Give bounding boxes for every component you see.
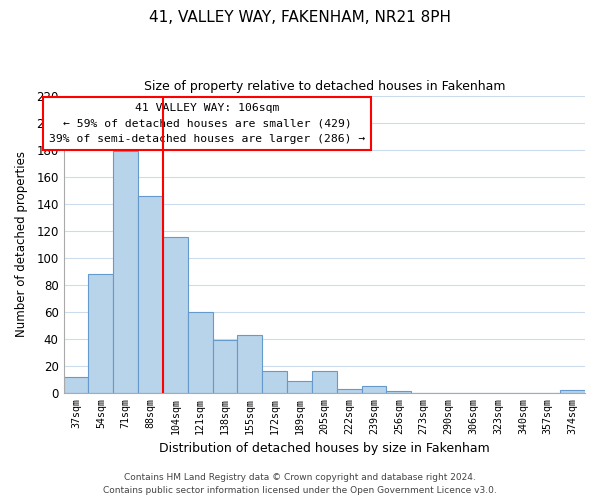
Bar <box>386 392 411 393</box>
Y-axis label: Number of detached properties: Number of detached properties <box>15 151 28 337</box>
Bar <box>362 386 386 393</box>
Bar <box>312 371 337 393</box>
Bar <box>188 312 212 393</box>
Bar <box>337 389 362 393</box>
Bar <box>560 390 585 393</box>
Bar <box>113 151 138 393</box>
Bar <box>238 334 262 393</box>
Bar <box>88 274 113 393</box>
Bar <box>262 371 287 393</box>
Text: 41, VALLEY WAY, FAKENHAM, NR21 8PH: 41, VALLEY WAY, FAKENHAM, NR21 8PH <box>149 10 451 25</box>
Text: Contains HM Land Registry data © Crown copyright and database right 2024.
Contai: Contains HM Land Registry data © Crown c… <box>103 474 497 495</box>
Bar <box>163 238 188 393</box>
Bar <box>212 340 238 393</box>
X-axis label: Distribution of detached houses by size in Fakenham: Distribution of detached houses by size … <box>159 442 490 455</box>
Text: 41 VALLEY WAY: 106sqm
← 59% of detached houses are smaller (429)
39% of semi-det: 41 VALLEY WAY: 106sqm ← 59% of detached … <box>49 103 365 144</box>
Bar <box>287 380 312 393</box>
Bar <box>64 376 88 393</box>
Title: Size of property relative to detached houses in Fakenham: Size of property relative to detached ho… <box>143 80 505 93</box>
Bar <box>138 196 163 393</box>
